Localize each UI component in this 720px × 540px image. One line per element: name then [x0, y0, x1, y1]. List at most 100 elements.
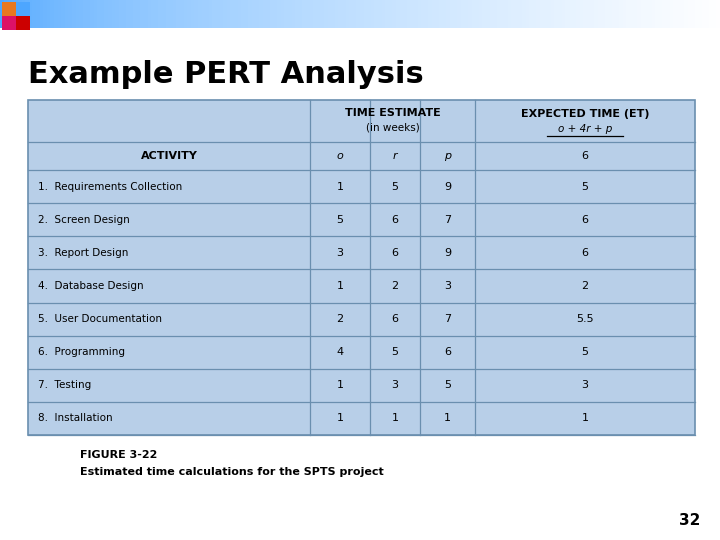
Polygon shape — [202, 0, 205, 28]
Polygon shape — [40, 0, 43, 28]
Polygon shape — [256, 0, 259, 28]
Polygon shape — [148, 0, 151, 28]
Polygon shape — [270, 0, 274, 28]
Polygon shape — [536, 0, 540, 28]
Text: TIME ESTIMATE: TIME ESTIMATE — [345, 108, 441, 118]
Polygon shape — [14, 0, 18, 28]
Text: 3: 3 — [336, 248, 343, 258]
Text: 2.  Screen Design: 2. Screen Design — [38, 215, 130, 225]
Polygon shape — [511, 0, 515, 28]
Polygon shape — [281, 0, 284, 28]
Polygon shape — [446, 0, 450, 28]
Polygon shape — [25, 0, 29, 28]
Text: 6: 6 — [392, 314, 398, 324]
Polygon shape — [392, 0, 396, 28]
Polygon shape — [385, 0, 389, 28]
Polygon shape — [155, 0, 158, 28]
Polygon shape — [97, 0, 101, 28]
Polygon shape — [382, 0, 385, 28]
Text: Example PERT Analysis: Example PERT Analysis — [28, 60, 424, 89]
Polygon shape — [418, 0, 421, 28]
Polygon shape — [263, 0, 266, 28]
Polygon shape — [616, 0, 619, 28]
Polygon shape — [454, 0, 457, 28]
Polygon shape — [425, 0, 428, 28]
Text: 4.  Database Design: 4. Database Design — [38, 281, 143, 291]
Polygon shape — [79, 0, 83, 28]
Text: 9: 9 — [444, 181, 451, 192]
Polygon shape — [94, 0, 97, 28]
Text: 1: 1 — [582, 414, 588, 423]
Text: 5: 5 — [582, 347, 588, 357]
Polygon shape — [29, 0, 32, 28]
Polygon shape — [634, 0, 637, 28]
Polygon shape — [576, 0, 580, 28]
Polygon shape — [601, 0, 605, 28]
Polygon shape — [421, 0, 425, 28]
Text: 1: 1 — [336, 380, 343, 390]
Polygon shape — [468, 0, 472, 28]
Polygon shape — [324, 0, 328, 28]
Polygon shape — [389, 0, 392, 28]
Polygon shape — [223, 0, 227, 28]
Polygon shape — [428, 0, 432, 28]
Polygon shape — [547, 0, 551, 28]
Text: 5: 5 — [392, 181, 398, 192]
Polygon shape — [101, 0, 104, 28]
Polygon shape — [648, 0, 652, 28]
Polygon shape — [180, 0, 184, 28]
Polygon shape — [112, 0, 115, 28]
Polygon shape — [529, 0, 533, 28]
Polygon shape — [500, 0, 504, 28]
Polygon shape — [220, 0, 223, 28]
Text: 5: 5 — [582, 181, 588, 192]
Polygon shape — [450, 0, 454, 28]
Polygon shape — [194, 0, 198, 28]
Polygon shape — [623, 0, 626, 28]
Polygon shape — [274, 0, 277, 28]
Polygon shape — [115, 0, 119, 28]
Polygon shape — [248, 0, 252, 28]
Polygon shape — [490, 0, 493, 28]
Polygon shape — [472, 0, 475, 28]
Text: 6.  Programming: 6. Programming — [38, 347, 125, 357]
Polygon shape — [374, 0, 378, 28]
Polygon shape — [515, 0, 518, 28]
Text: o: o — [337, 151, 343, 161]
Polygon shape — [43, 0, 47, 28]
Polygon shape — [119, 0, 122, 28]
Polygon shape — [47, 0, 50, 28]
Polygon shape — [605, 0, 608, 28]
Polygon shape — [216, 0, 220, 28]
Polygon shape — [234, 0, 238, 28]
Text: 6: 6 — [582, 151, 588, 161]
Polygon shape — [58, 0, 61, 28]
Text: 2: 2 — [336, 314, 343, 324]
Text: 1: 1 — [336, 281, 343, 291]
Polygon shape — [144, 0, 148, 28]
Polygon shape — [349, 0, 353, 28]
Text: 2: 2 — [392, 281, 399, 291]
Text: 6: 6 — [392, 215, 398, 225]
Polygon shape — [212, 0, 216, 28]
Polygon shape — [644, 0, 648, 28]
Polygon shape — [76, 0, 79, 28]
Polygon shape — [65, 0, 68, 28]
Polygon shape — [526, 0, 529, 28]
Polygon shape — [551, 0, 554, 28]
Text: 8.  Installation: 8. Installation — [38, 414, 112, 423]
Text: 6: 6 — [582, 248, 588, 258]
Polygon shape — [184, 0, 187, 28]
Polygon shape — [133, 0, 137, 28]
Text: p: p — [444, 151, 451, 161]
Text: 1: 1 — [336, 181, 343, 192]
Polygon shape — [18, 0, 22, 28]
Polygon shape — [104, 0, 108, 28]
Polygon shape — [50, 0, 54, 28]
Polygon shape — [346, 0, 349, 28]
Text: 1: 1 — [444, 414, 451, 423]
Polygon shape — [432, 0, 436, 28]
Polygon shape — [173, 0, 176, 28]
Polygon shape — [504, 0, 508, 28]
Polygon shape — [158, 0, 162, 28]
